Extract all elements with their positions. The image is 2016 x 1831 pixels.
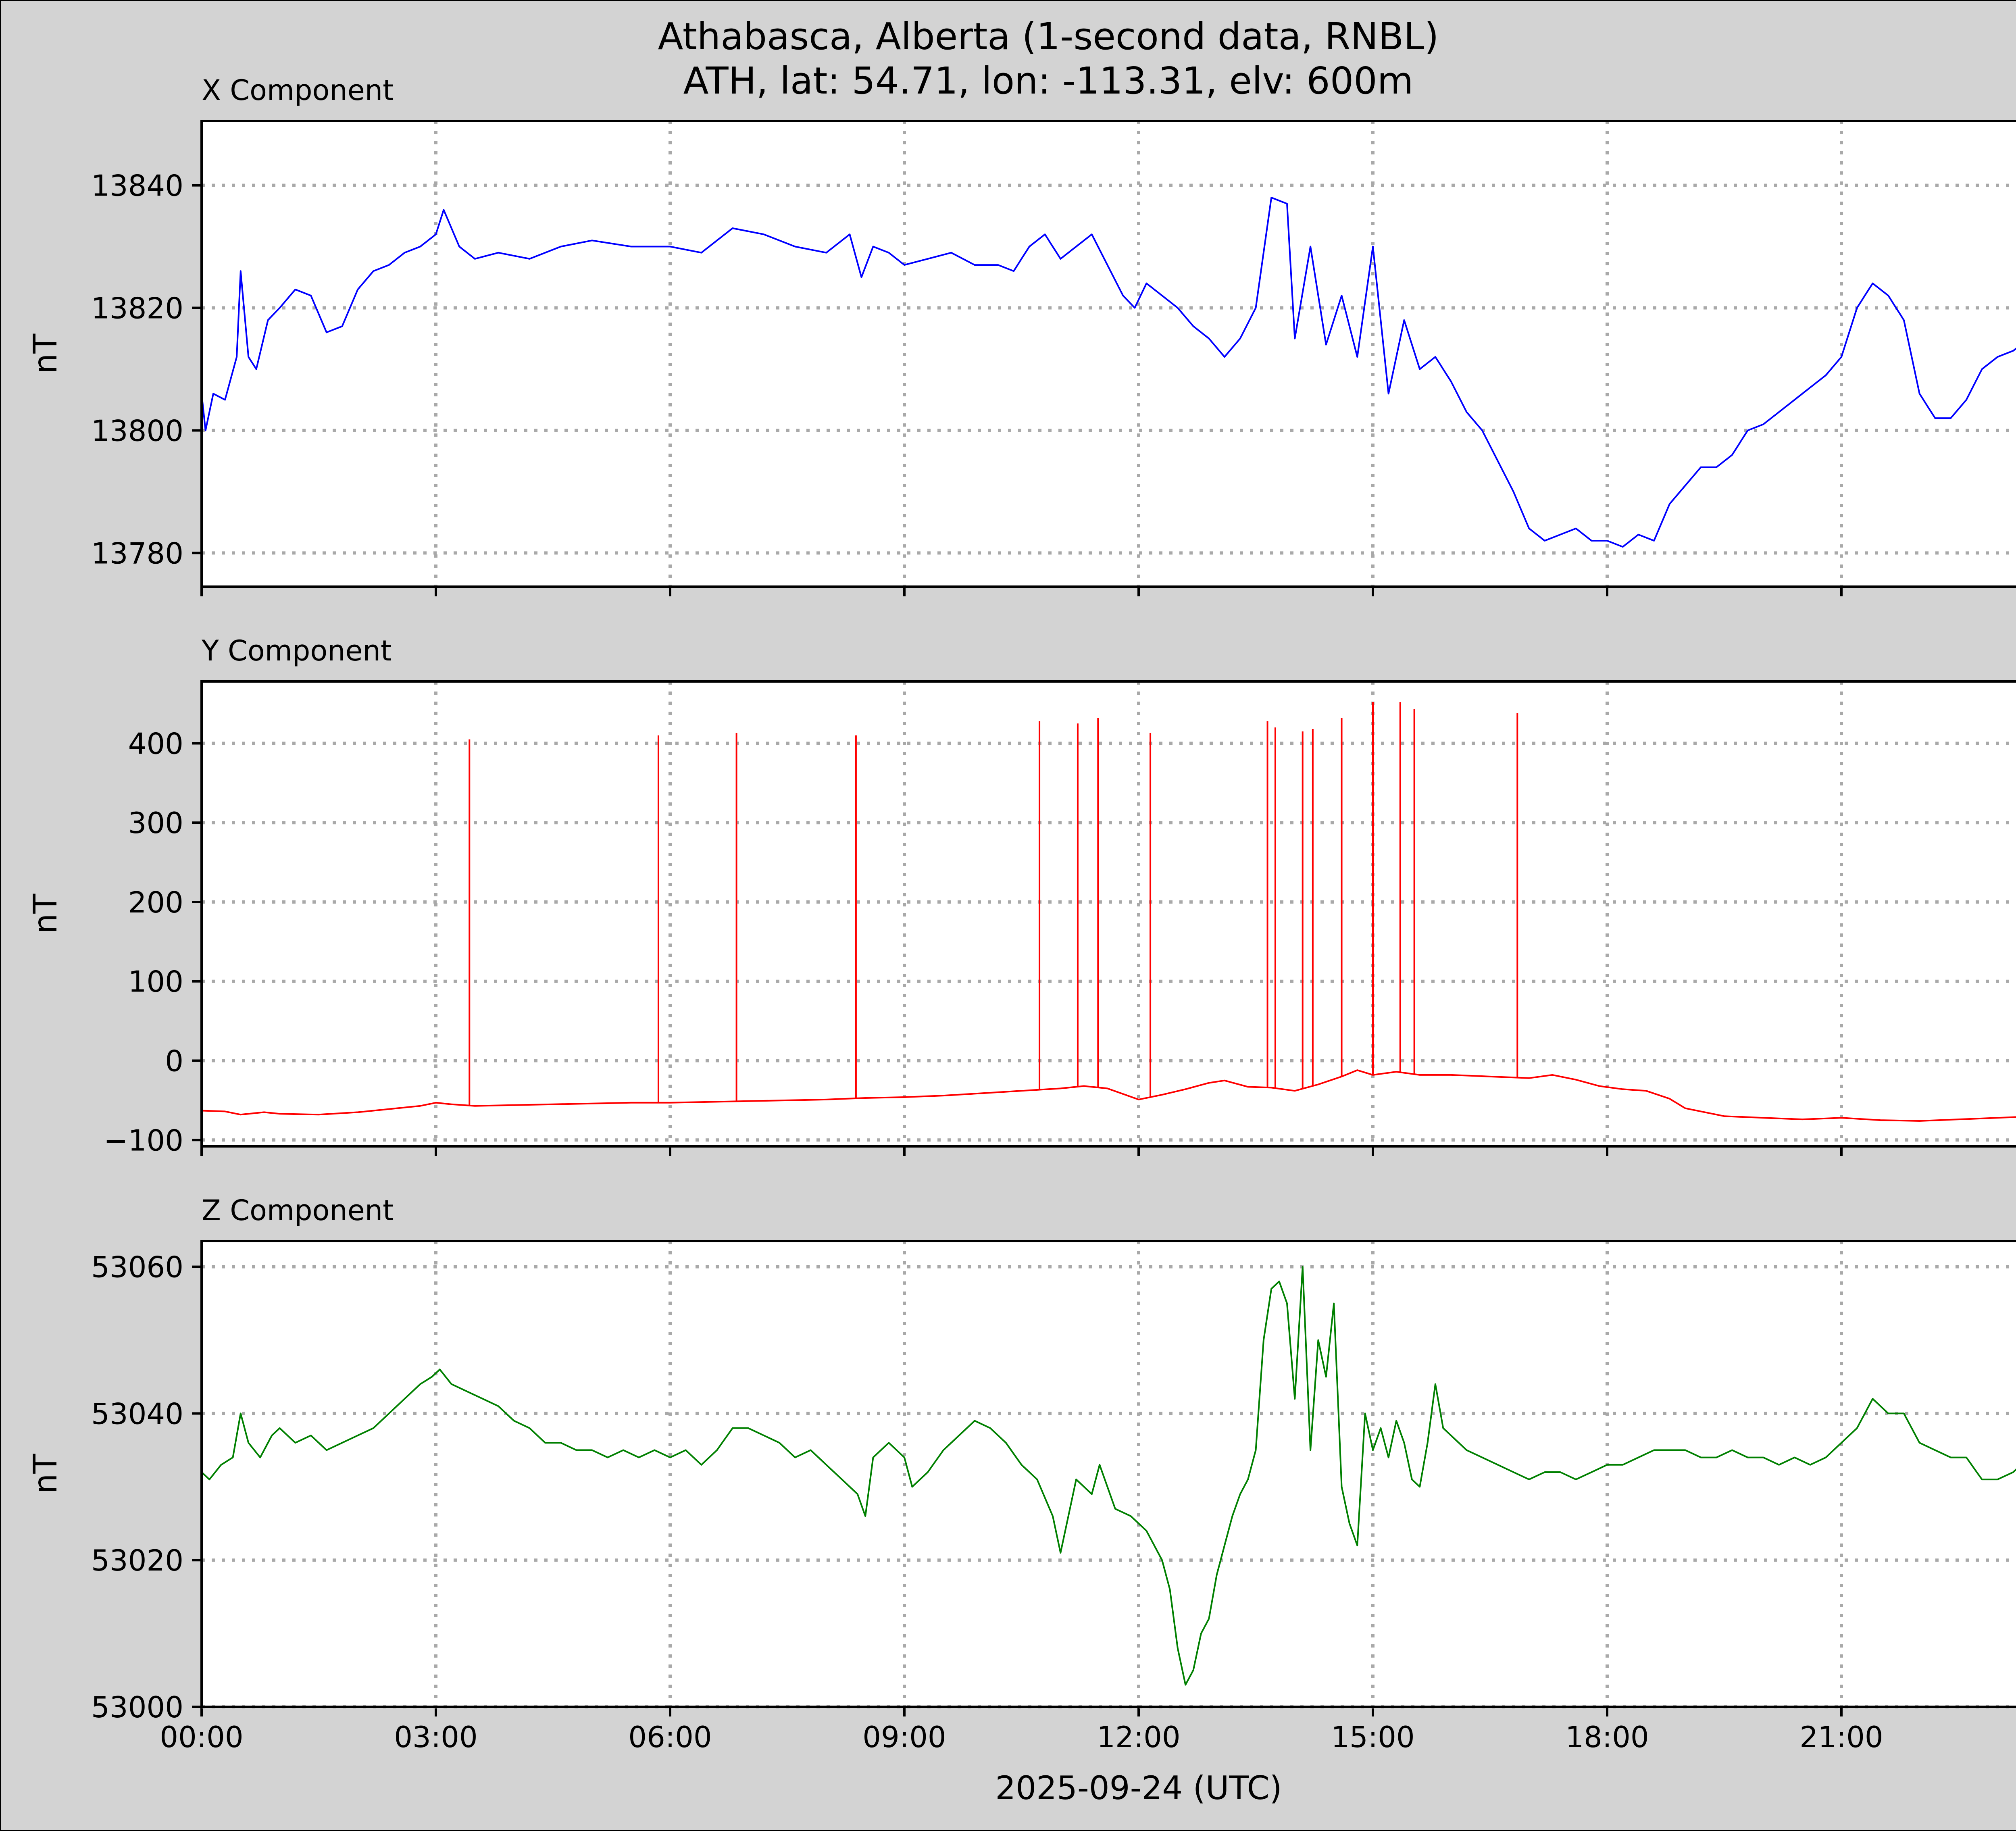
- z-plot-area: [202, 1241, 2016, 1707]
- x-y-tick-label: 13800: [91, 414, 183, 448]
- figure-title-line2: ATH, lat: 54.71, lon: -113.31, elv: 600m: [683, 59, 1414, 102]
- y-y-tick-label: 400: [128, 727, 183, 760]
- z-y-tick-label: 53060: [91, 1250, 183, 1284]
- x-tick-label: 12:00: [1097, 1720, 1181, 1754]
- y-panel-title: Y Component: [201, 634, 392, 667]
- z-panel-title: Z Component: [202, 1194, 394, 1227]
- z-axes-frame: [200, 1240, 2016, 1708]
- y-y-axis-label: nT: [27, 894, 64, 934]
- x-component-panel: X Component nT 13780 13800 13820 13840: [27, 74, 2016, 596]
- x-y-axis-label: nT: [27, 333, 64, 374]
- z-y-tick-label: 53000: [91, 1690, 183, 1724]
- x-tick-label: 09:00: [862, 1720, 946, 1754]
- z-component-panel: Z Component nT 00:00 03:00 06:00 09:00 12:00 15…: [27, 1194, 2016, 1754]
- z-y-tick-label: 53020: [91, 1544, 183, 1577]
- x-tick-label: 21:00: [1799, 1720, 1883, 1754]
- x-tick-label: 18:00: [1565, 1720, 1649, 1754]
- y-axes-frame: [200, 680, 2016, 1148]
- y-y-tick-label: 100: [128, 965, 183, 999]
- x-tick-label: 06:00: [628, 1720, 712, 1754]
- x-y-tick-label: 13780: [91, 536, 183, 570]
- x-axes-frame: [200, 120, 2016, 588]
- y-series-line: [201, 1069, 2016, 1122]
- y-y-tick-label: 200: [128, 885, 183, 919]
- x-axis-label: 2025-09-24 (UTC): [995, 1769, 1282, 1807]
- x-panel-title: X Component: [202, 74, 394, 107]
- y-y-tick-label: −100: [104, 1123, 183, 1157]
- z-series-line: [201, 1266, 2016, 1686]
- y-component-panel: Y Component nT −100 0 100 200 300 400: [27, 634, 2016, 1157]
- y-y-tick-label: 0: [165, 1044, 183, 1078]
- x-series-line: [201, 197, 2016, 548]
- x-plot-area: [202, 121, 2016, 587]
- x-tick-label: 00:00: [160, 1720, 244, 1754]
- y-plot-area: [202, 681, 2016, 1146]
- x-tick-label: 15:00: [1331, 1720, 1415, 1754]
- x-y-tick-label: 13840: [91, 169, 183, 203]
- z-y-axis-label: nT: [27, 1454, 64, 1494]
- figure-title-line1: Athabasca, Alberta (1-second data, RNBL): [658, 15, 1439, 58]
- x-y-tick-label: 13820: [91, 292, 183, 325]
- x-tick-label: 03:00: [394, 1720, 478, 1754]
- z-y-tick-label: 53040: [91, 1397, 183, 1431]
- y-y-tick-label: 300: [128, 806, 183, 840]
